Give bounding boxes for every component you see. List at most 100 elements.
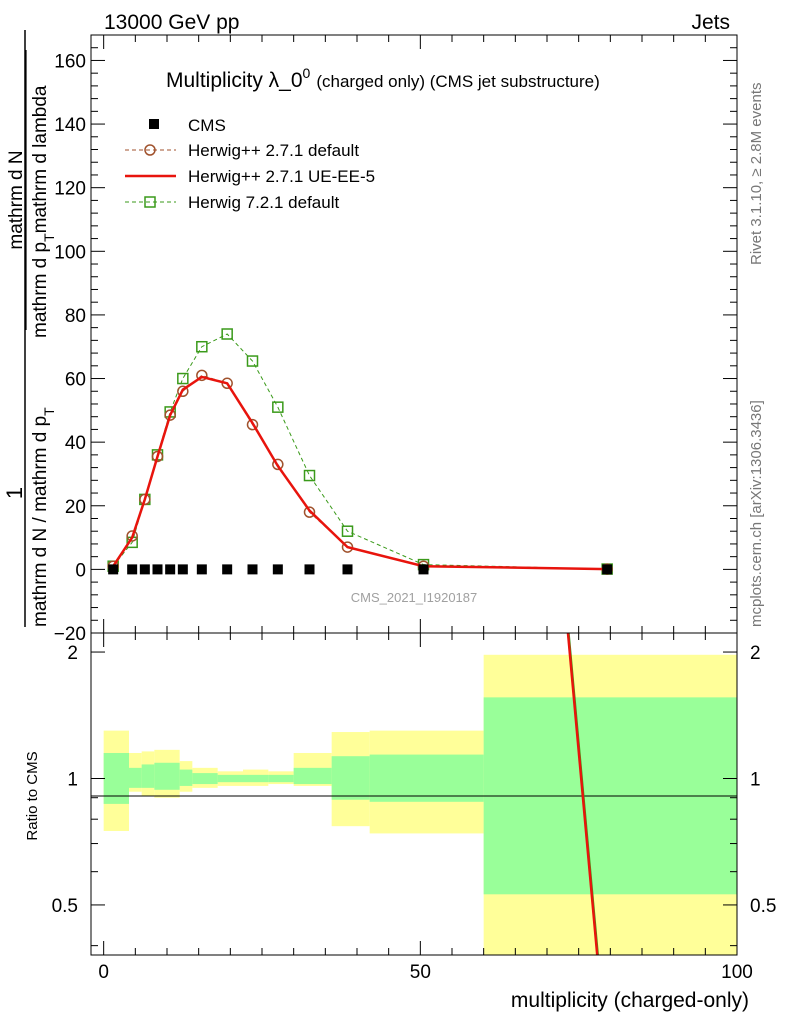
ratio-band-inner [293, 767, 332, 785]
data-point [177, 372, 189, 385]
data-point [165, 564, 176, 575]
main-y-tick-label: 40 [65, 433, 86, 454]
legend-label-herwig7: Herwig 7.2.1 default [188, 193, 339, 212]
ylabel-inner-numerator: mathrm d N [6, 150, 27, 249]
ratio-bands [103, 654, 737, 955]
ratio-y-axis-label: Ratio to CMS [24, 751, 41, 840]
main-y-tick-label: 20 [65, 497, 86, 518]
ylabel-dN-dpT: mathrm d N / mathrm d pT [30, 407, 57, 627]
x-tick-label: 100 [721, 962, 753, 983]
mcplots-label: mcplots.cern.ch [arXiv:1306.3436] [748, 400, 765, 627]
data-point [246, 418, 259, 431]
main-y-axis-label: 1 mathrm d N / mathrm d pT mathrm d N ma… [2, 30, 57, 627]
x-axis-label: multiplicity (charged-only) [511, 989, 749, 1012]
data-point [152, 564, 163, 575]
data-point [418, 564, 429, 575]
series-line [112, 333, 608, 570]
title-main: Multiplicity λ_0 [166, 69, 303, 92]
data-point [177, 385, 189, 398]
series-2 [112, 375, 608, 571]
legend-marker-herwigpp-default [144, 144, 156, 156]
title-sup: 0 [303, 65, 311, 81]
ratio-y-tick-label: 0.5 [52, 896, 78, 917]
rivet-label: Rivet 3.1.10, ≥ 2.8M events [748, 83, 765, 266]
data-point [246, 355, 259, 367]
series-line [112, 374, 608, 570]
chart-title: Multiplicity λ_00 (charged only) (CMS jet… [166, 65, 600, 92]
series-0 [108, 564, 613, 575]
x-tick-label: 0 [98, 962, 109, 983]
data-point [303, 506, 316, 518]
ratio-band-inner [154, 762, 180, 790]
data-point [303, 469, 316, 482]
ratio-y-tick-label-right: 1 [750, 769, 761, 790]
legend-entry-herwigpp-default: Herwig++ 2.7.1 default [125, 141, 359, 160]
ratio-line-group [566, 633, 599, 955]
main-y-ticks: −20 0 20 40 60 80 100 120 140 160 [54, 34, 738, 645]
ratio-y-ticks: 0.5 0.5 1 1 2 2 [52, 643, 776, 947]
analysis-watermark: CMS_2021_I1920187 [351, 590, 478, 605]
data-point [602, 564, 613, 575]
ratio-band-inner [243, 774, 269, 783]
series-3 [107, 328, 613, 575]
ratio-y-tick-label-right: 2 [750, 643, 761, 664]
energy-label: 13000 GeV pp [104, 11, 239, 34]
ratio-frame [90, 632, 738, 956]
main-y-tick-label: 60 [65, 370, 86, 391]
data-point [342, 564, 353, 575]
data-point [247, 564, 258, 575]
main-y-tick-label: 0 [75, 560, 86, 581]
ratio-band-inner [129, 767, 142, 788]
ratio-panel: 0.5 0.5 1 1 2 2 0 50 100 Ratio to CMS multiplic… [24, 632, 776, 1012]
main-series [107, 328, 613, 575]
ylabel-inner-denominator: mathrm d pTmathrm d lambda [30, 85, 57, 338]
data-point [164, 409, 176, 421]
data-point [222, 564, 233, 575]
ratio-band-inner [217, 774, 243, 783]
title-small: (charged only) (CMS jet substructure) [316, 72, 599, 91]
data-point [272, 458, 284, 471]
data-point [151, 450, 164, 463]
data-point [272, 401, 284, 413]
main-y-tick-label: 80 [65, 306, 86, 327]
ratio-band-inner [268, 774, 294, 783]
ratio-band-inner [369, 754, 484, 802]
data-point [126, 530, 138, 542]
main-y-tick-label: 140 [54, 115, 86, 136]
ylabel-numerator-one: 1 [2, 487, 27, 499]
legend-entry-cms: CMS [149, 116, 226, 135]
jets-label: Jets [691, 11, 730, 34]
ylabel-part-dlambda: mathrm d lambda [30, 85, 51, 233]
series-line [112, 375, 608, 571]
data-point [196, 369, 208, 382]
legend-label-herwigpp-default: Herwig++ 2.7.1 default [188, 141, 359, 160]
data-point [139, 564, 150, 575]
series-1 [107, 369, 613, 575]
main-y-tick-label: 120 [54, 179, 86, 200]
data-point [196, 564, 207, 575]
data-point [177, 564, 188, 575]
data-point [272, 564, 283, 575]
ratio-y-tick-label: 2 [67, 643, 78, 664]
data-point [139, 493, 151, 506]
ylabel-part-dpt: mathrm d p [30, 242, 51, 338]
ratio-band-inner [141, 764, 155, 788]
main-panel: −20 0 20 40 60 80 100 120 140 160 Multiplicity λ_… [54, 34, 738, 645]
data-point [221, 328, 233, 340]
main-y-tick-label: 160 [54, 51, 86, 72]
legend: CMS Herwig++ 2.7.1 default Herwig++ 2.7.… [125, 116, 375, 212]
ratio-band-inner [331, 756, 370, 800]
data-point [304, 564, 315, 575]
ratio-band-inner [192, 773, 218, 785]
data-point [127, 564, 138, 575]
ylabel-part-dn-dpt: mathrm d N / mathrm d p [30, 416, 51, 627]
ratio-y-tick-label-right: 0.5 [750, 896, 776, 917]
data-point [108, 564, 119, 575]
ratio-band-inner [179, 769, 193, 786]
main-y-tick-label: 100 [54, 242, 86, 263]
legend-marker-herwig7 [144, 196, 156, 208]
legend-marker-cms [149, 119, 159, 129]
legend-label-herwigpp-ueee5: Herwig++ 2.7.1 UE-EE-5 [188, 167, 375, 186]
main-y-tick-label: −20 [54, 624, 86, 645]
